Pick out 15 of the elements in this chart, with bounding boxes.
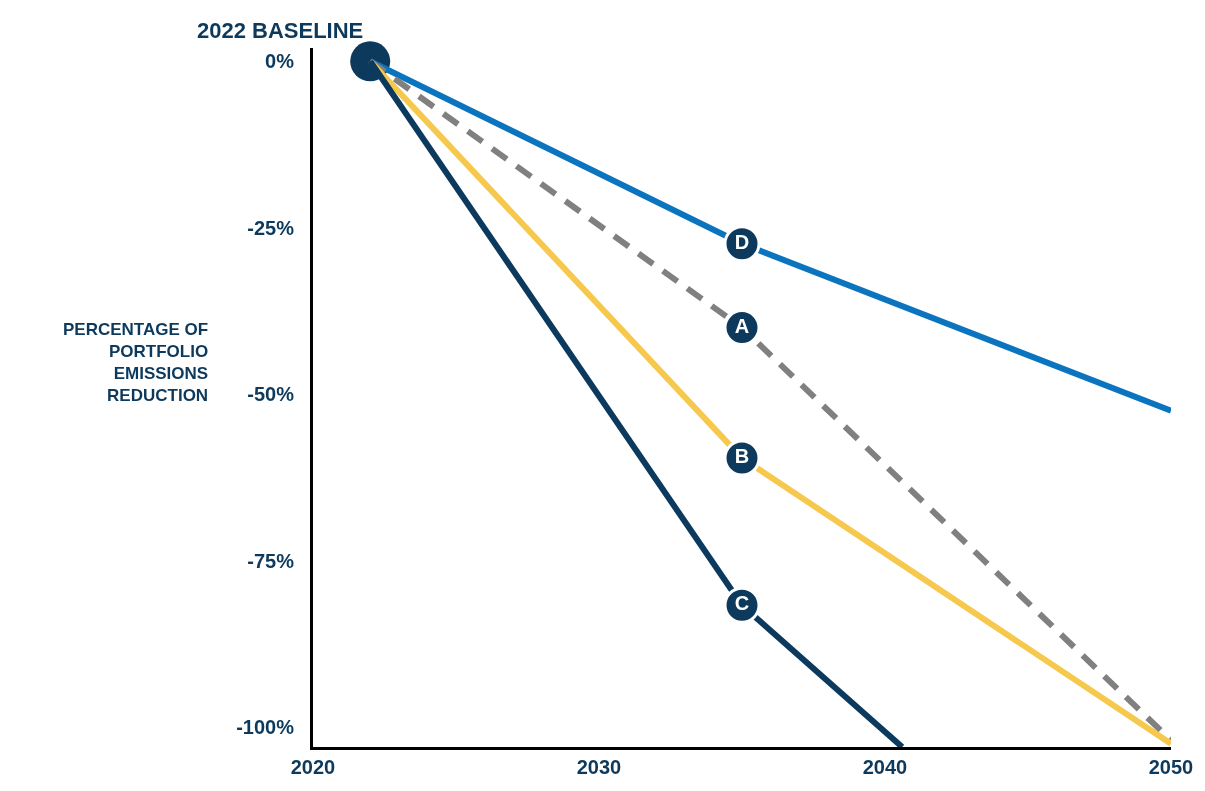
y-tick-label: -25% xyxy=(247,216,295,239)
x-tick-label: 2050 xyxy=(1148,756,1194,778)
x-tick-label: 2030 xyxy=(576,756,622,778)
annotation: 2022 BASELINE xyxy=(197,18,364,43)
series-label: D xyxy=(734,230,750,253)
y-tick-label: -100% xyxy=(236,716,295,739)
series-label: B xyxy=(734,445,750,468)
series-label: A xyxy=(734,314,750,337)
series-label: C xyxy=(734,592,750,615)
x-tick-label: 2020 xyxy=(290,756,336,778)
y-tick-label: -50% xyxy=(247,383,295,406)
x-tick-label: 2040 xyxy=(862,756,908,778)
y-tick-label: -75% xyxy=(247,549,295,572)
y-axis-title: PERCENTAGE OF PORTFOLIO EMISSIONS REDUCTION xyxy=(63,320,209,406)
y-tick-label: 0% xyxy=(265,50,295,73)
